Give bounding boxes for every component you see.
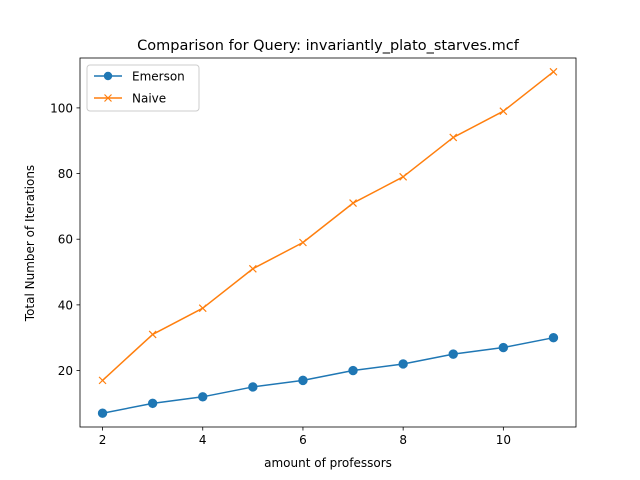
axes-frame bbox=[79, 57, 577, 428]
data-point-naive bbox=[299, 238, 307, 247]
axes: 2 4 6 8 10 20 40 60 80 100 bbox=[50, 57, 577, 447]
data-point-emerson bbox=[348, 365, 358, 376]
data-point-naive bbox=[449, 133, 458, 142]
data-point-naive bbox=[98, 376, 107, 385]
legend-marker-emerson bbox=[103, 71, 113, 81]
y-tick-label: 40 bbox=[58, 298, 73, 312]
data-point-naive bbox=[148, 330, 157, 339]
data-point-emerson bbox=[398, 359, 408, 369]
series-line-emerson bbox=[101, 336, 555, 415]
x-tick-label: 4 bbox=[199, 433, 207, 447]
data-point-emerson bbox=[248, 382, 258, 392]
legend-label-naive: Naive bbox=[132, 92, 166, 106]
data-point-emerson bbox=[448, 349, 458, 359]
x-tick-label: 6 bbox=[299, 433, 307, 447]
legend-marker-naive bbox=[104, 94, 112, 102]
data-point-naive bbox=[399, 172, 408, 181]
x-axis-label: amount of professors bbox=[264, 456, 392, 470]
x-tick-label: 8 bbox=[399, 433, 407, 447]
y-tick-label: 20 bbox=[58, 364, 73, 378]
data-point-naive bbox=[499, 107, 508, 116]
x-tick-label: 2 bbox=[99, 433, 107, 447]
data-point-emerson bbox=[198, 392, 208, 402]
y-tick-label: 80 bbox=[58, 167, 73, 181]
plot-area bbox=[97, 67, 559, 418]
y-tick-label: 100 bbox=[50, 101, 73, 115]
data-point-emerson bbox=[298, 375, 308, 386]
data-point-emerson bbox=[147, 398, 158, 409]
data-point-naive bbox=[549, 67, 558, 76]
y-axis-label: Total Number of Iterations bbox=[23, 165, 37, 322]
data-point-emerson bbox=[498, 342, 509, 353]
data-point-naive bbox=[198, 304, 207, 313]
x-tick-label: 10 bbox=[496, 433, 511, 447]
data-point-emerson bbox=[548, 333, 559, 343]
chart-title: Comparison for Query: invariantly_plato_… bbox=[137, 38, 520, 54]
legend: Emerson Naive bbox=[86, 64, 200, 112]
series-line-naive bbox=[101, 70, 555, 382]
data-point-naive bbox=[248, 264, 257, 273]
data-point-emerson bbox=[97, 408, 108, 418]
y-tick-label: 60 bbox=[58, 233, 73, 247]
legend-label-emerson: Emerson bbox=[132, 70, 185, 84]
data-point-naive bbox=[349, 199, 357, 208]
